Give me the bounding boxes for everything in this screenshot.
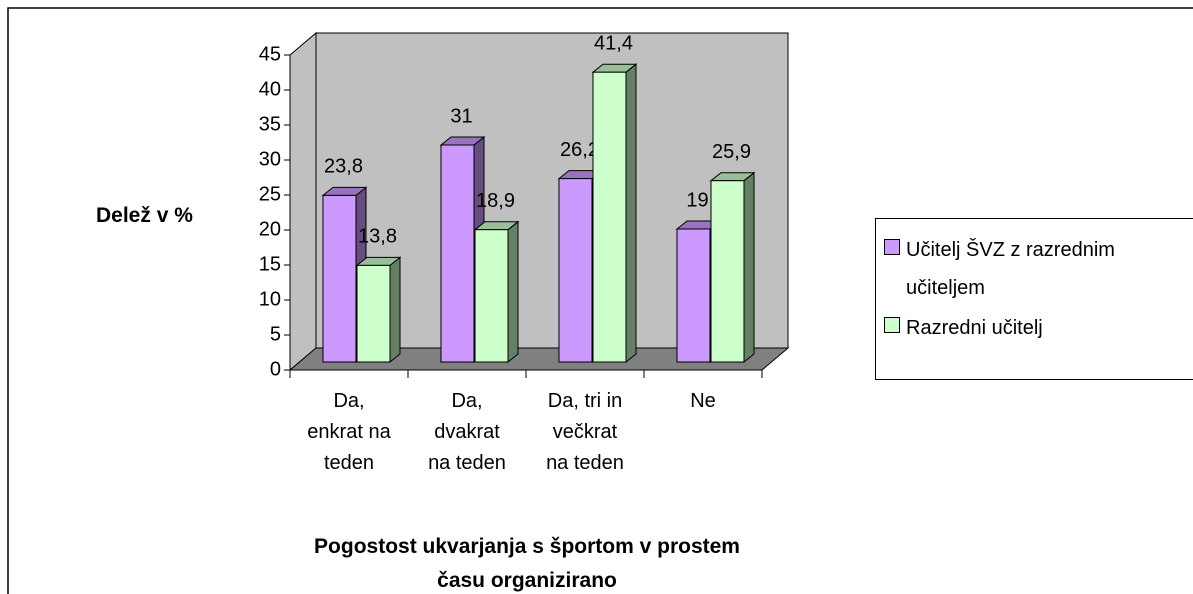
bar [676, 228, 711, 363]
y-tick-label: 45 [259, 43, 281, 65]
x-axis-title: Pogostost ukvarjanja s športom v prostem… [314, 535, 740, 592]
data-label: 25,9 [712, 141, 751, 163]
bar [440, 144, 475, 363]
bar [710, 180, 745, 363]
y-tick-label: 10 [259, 288, 281, 310]
x-tick-label: Ne [690, 390, 716, 412]
data-label: 18,9 [476, 190, 515, 212]
data-label: 26,2 [560, 139, 599, 161]
legend-label: Razredni učitelj [906, 317, 1043, 339]
y-tick-label: 35 [259, 113, 281, 135]
side-wall [289, 31, 317, 372]
bar-side [389, 256, 401, 364]
bar [474, 229, 509, 363]
legend-label: Učitelj ŠVZ z razrednim učiteljem [906, 239, 1115, 299]
legend-item: Razredni učitelj [884, 309, 1181, 347]
y-tick-label: 25 [259, 183, 281, 205]
data-label: 19 [686, 189, 708, 211]
x-tick-label: Da, dvakrat na teden [428, 390, 506, 474]
x-tick-label: Da, enkrat na teden [307, 390, 391, 474]
y-tick-label: 0 [270, 358, 281, 380]
data-label: 31 [450, 105, 472, 127]
y-tick-label: 20 [259, 218, 281, 240]
frame [7, 7, 1193, 594]
bar-side [507, 220, 519, 364]
bar-side [625, 63, 637, 364]
legend-swatch [884, 317, 900, 333]
bar [322, 194, 357, 363]
legend-item: Učitelj ŠVZ z razrednim učiteljem [884, 231, 1181, 307]
bar-side [743, 171, 755, 364]
legend-swatch [884, 239, 900, 255]
bar [558, 178, 593, 363]
data-label: 41,4 [594, 32, 633, 54]
y-tick-label: 40 [259, 78, 281, 100]
data-label: 13,8 [358, 226, 397, 248]
y-tick-label: 15 [259, 253, 281, 275]
legend: Učitelj ŠVZ z razrednim učiteljem Razredn… [875, 218, 1193, 380]
y-tick-label: 5 [270, 323, 281, 345]
bar [356, 264, 391, 363]
data-label: 23,8 [324, 156, 363, 178]
bar [592, 71, 627, 363]
y-tick-label: 30 [259, 148, 281, 170]
y-axis-title: Delež v % [96, 204, 193, 227]
x-tick-label: Da, tri in večkrat na teden [546, 390, 624, 474]
